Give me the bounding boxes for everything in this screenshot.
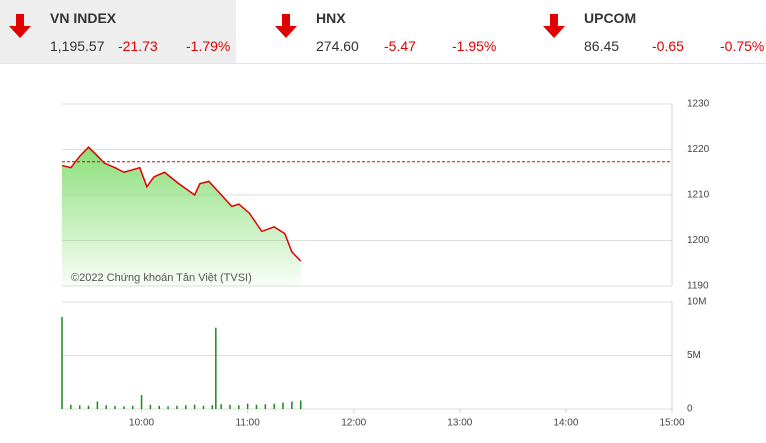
x-tick-label: 14:00 <box>553 418 578 429</box>
x-tick-label: 13:00 <box>447 418 472 429</box>
index-value: 86.45 <box>584 38 620 54</box>
index-name: UPCOM <box>584 10 637 26</box>
watermark: ©2022 Chứng khoán Tân Việt (TVSI) <box>71 272 252 284</box>
volume-bar <box>202 405 205 409</box>
index-change: -5.47 <box>384 38 416 54</box>
index-value: 1,195.57 <box>50 38 105 54</box>
volume-bar <box>158 405 160 409</box>
volume-bar <box>149 404 152 409</box>
volume-bar <box>291 401 293 409</box>
down-arrow <box>275 14 297 38</box>
down-arrow <box>9 14 31 38</box>
x-tick-label: 15:00 <box>659 418 684 429</box>
volume-bar <box>105 405 107 409</box>
y-tick-label: 1190 <box>687 281 709 292</box>
y-tick-label: 1230 <box>687 99 710 110</box>
index-change: -0.65 <box>652 38 684 54</box>
index-name: VN INDEX <box>50 10 117 26</box>
index-card[interactable]: HNX 274.60 -5.47 -1.95% <box>266 0 502 63</box>
y-tick-label: 1200 <box>687 235 710 246</box>
volume-bar <box>246 403 249 409</box>
volume-bar <box>78 405 81 409</box>
index-percent: -0.75% <box>720 38 765 54</box>
volume-bar <box>61 316 63 409</box>
y-tick-label: 10M <box>687 297 706 308</box>
volume-bar <box>238 405 240 409</box>
y-tick-label: 1220 <box>687 144 710 155</box>
index-value: 274.60 <box>316 38 359 54</box>
divider <box>0 63 766 64</box>
volume-bar <box>70 404 72 409</box>
down-arrow <box>543 14 565 38</box>
x-tick-label: 10:00 <box>129 418 154 429</box>
volume-bar <box>282 402 284 409</box>
volume-bar <box>220 404 222 409</box>
index-name: HNX <box>316 10 346 26</box>
y-tick-label: 1210 <box>687 190 710 201</box>
volume-bar <box>185 405 187 409</box>
x-tick-label: 12:00 <box>341 418 366 429</box>
volume-bar <box>176 405 178 409</box>
index-card[interactable]: UPCOM 86.45 -0.65 -0.75% <box>534 0 766 63</box>
volume-bar <box>114 405 116 409</box>
volume-bar <box>123 406 125 409</box>
volume-bar <box>87 405 90 409</box>
index-percent: -1.79% <box>186 38 231 54</box>
index-change: -21.73 <box>118 38 158 54</box>
price-area <box>62 147 301 286</box>
y-tick-label: 0 <box>687 404 693 415</box>
volume-bar <box>167 406 169 409</box>
volume-bar <box>96 401 99 409</box>
volume-bar <box>215 327 217 409</box>
volume-bar <box>193 404 196 409</box>
volume-bar <box>140 395 143 409</box>
volume-bar <box>229 404 231 409</box>
x-tick-label: 11:00 <box>236 418 261 429</box>
index-percent: -1.95% <box>452 38 497 54</box>
y-tick-label: 5M <box>687 350 701 361</box>
index-card[interactable]: VN INDEX 1,195.57 -21.73 -1.79% <box>0 0 236 63</box>
volume-bar <box>131 405 134 409</box>
volume-bar <box>264 404 267 409</box>
volume-bar <box>299 400 302 409</box>
volume-bar <box>273 403 275 409</box>
volume-bar <box>255 404 258 409</box>
price-line <box>61 146 302 262</box>
volume-bar <box>211 405 214 409</box>
